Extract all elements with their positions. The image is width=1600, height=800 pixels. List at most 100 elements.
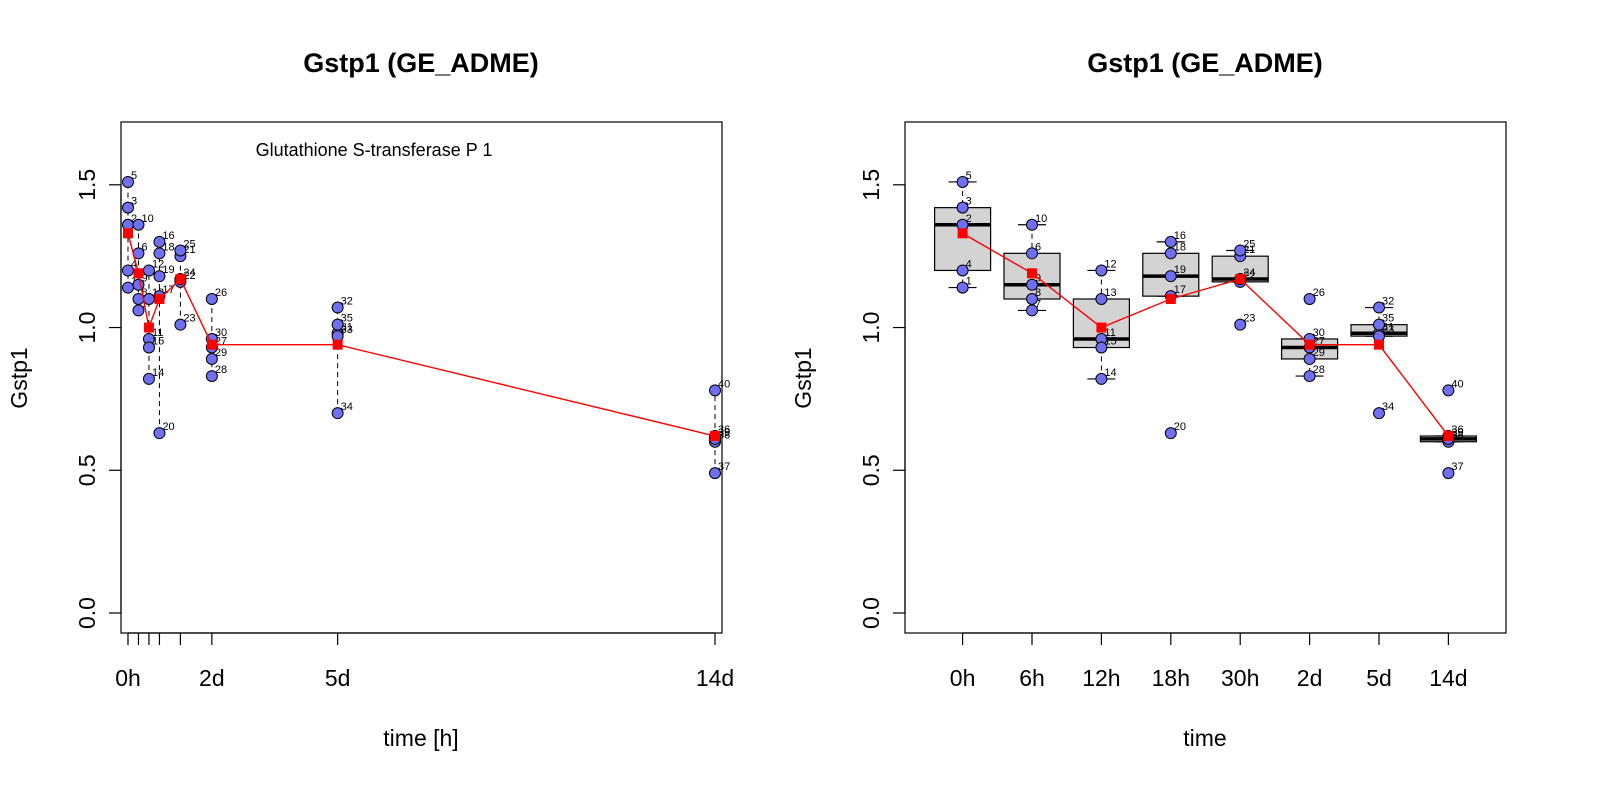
right-data-point: [1095, 341, 1108, 354]
right-y-tick-label: 1.0: [858, 312, 884, 344]
left-point-label: 36: [718, 424, 730, 436]
right-point-label: 36: [1451, 424, 1463, 436]
left-y-tick-label: 0.0: [74, 597, 100, 629]
left-data-point: [331, 301, 344, 314]
right-point-label: 39: [1451, 427, 1463, 439]
left-data-point: [331, 318, 344, 331]
right-y-tick-label: 0.0: [858, 597, 884, 629]
left-mean-marker: [143, 322, 154, 333]
left-data-point: [121, 175, 134, 188]
left-point-label: 12: [152, 258, 164, 270]
right-chart-title: Gstp1 (GE_ADME): [1087, 48, 1323, 78]
right-point-label: 32: [1382, 296, 1394, 308]
left-point-label: 3: [131, 196, 137, 208]
left-point-label: 21: [183, 244, 195, 256]
right-x-tick-label: 12h: [1082, 665, 1120, 691]
right-x-tick-label: 18h: [1152, 665, 1190, 691]
right-mean-marker: [1443, 431, 1454, 442]
left-point-label: 15: [152, 336, 164, 348]
left-x-tick-label: 0h: [115, 665, 141, 691]
right-point-label: 38: [1451, 430, 1463, 442]
right-point-label: 12: [1104, 258, 1116, 270]
left-point-label: 40: [718, 378, 730, 390]
right-mean-marker: [1235, 274, 1246, 285]
left-data-point: [709, 384, 722, 397]
right-data-point: [1026, 247, 1039, 260]
left-mean-marker: [175, 274, 186, 285]
right-x-tick-label: 14d: [1429, 665, 1467, 691]
right-data-point: [1164, 270, 1177, 283]
right-box: [934, 207, 992, 272]
right-point-label: 1: [966, 276, 972, 288]
left-data-point: [205, 370, 218, 383]
right-point-label: 14: [1104, 367, 1116, 379]
right-mean-marker: [1027, 268, 1038, 279]
left-points: 1234567891011121314151617181920212223242…: [121, 170, 730, 480]
left-point-label: 35: [341, 313, 353, 325]
right-data-point: [1303, 370, 1316, 383]
right-data-point: [1442, 467, 1455, 480]
left-point-label: 20: [162, 421, 174, 433]
right-x-tick-label: 30h: [1221, 665, 1259, 691]
right-data-point: [1095, 372, 1108, 385]
left-x-tick-label: 14d: [696, 665, 734, 691]
right-point-label: 26: [1313, 287, 1325, 299]
right-point-label: 8: [1035, 287, 1041, 299]
left-point-label: 11: [152, 327, 163, 339]
right-mean-marker: [1165, 293, 1176, 304]
right-point-label: 37: [1451, 461, 1463, 473]
right-point-label: 23: [1243, 313, 1255, 325]
right-point-label: 10: [1035, 213, 1047, 225]
right-mean-marker: [957, 228, 968, 239]
left-point-label: 22: [183, 270, 195, 282]
right-data-point: [1164, 427, 1177, 440]
left-point-label: 37: [718, 461, 730, 473]
right-data-point: [956, 264, 969, 277]
right-point-label: 7: [1035, 298, 1041, 310]
right-data-point: [1372, 407, 1385, 420]
left-point-label: 6: [141, 241, 147, 253]
right-data-point: [1164, 247, 1177, 260]
right-point-label: 2: [966, 213, 972, 225]
left-point-label: 2: [131, 213, 137, 225]
left-mean-marker: [122, 228, 133, 239]
left-point-label: 23: [183, 313, 195, 325]
right-x-tick-label: 2d: [1297, 665, 1323, 691]
right-points: 1234567891011121314151617181920212223242…: [956, 170, 1464, 480]
right-point-label: 3: [966, 196, 972, 208]
right-y-tick-label: 0.5: [858, 454, 884, 486]
right-x-tick-label: 6h: [1019, 665, 1045, 691]
left-data-point: [174, 244, 187, 257]
left-x-axis-label: time [h]: [383, 725, 458, 751]
right-data-point: [956, 201, 969, 214]
right-point-label: 19: [1174, 264, 1186, 276]
right-point-label: 17: [1174, 284, 1186, 296]
left-chart-title: Gstp1 (GE_ADME): [303, 48, 539, 78]
left-y-tick-label: 0.5: [74, 454, 100, 486]
right-point-label: 25: [1243, 238, 1255, 250]
left-mean-marker: [710, 431, 721, 442]
right-point-label: 11: [1104, 327, 1115, 339]
left-data-point: [132, 218, 145, 231]
right-data-point: [1234, 318, 1247, 331]
right-point-label: 16: [1174, 230, 1186, 242]
right-data-point: [1026, 292, 1039, 305]
right-point-label: 15: [1104, 336, 1116, 348]
right-mean-marker: [1096, 322, 1107, 333]
right-data-point: [956, 281, 969, 294]
left-point-label: 24: [183, 267, 195, 279]
left-data-point: [205, 292, 218, 305]
left-mean-line: [122, 228, 721, 442]
right-point-label: 33: [1382, 324, 1394, 336]
left-point-label: 29: [215, 347, 227, 359]
left-data-point: [153, 247, 166, 260]
left-point-label: 18: [162, 241, 174, 253]
right-point-label: 20: [1174, 421, 1186, 433]
panel-left-scatter: Gstp1 (GE_ADME) Glutathione S-transferas…: [6, 48, 734, 751]
left-data-point: [121, 201, 134, 214]
right-data-point: [1234, 244, 1247, 257]
right-data-point: [1303, 292, 1316, 305]
right-x-tick-label: 0h: [950, 665, 976, 691]
right-boxes: [934, 181, 1477, 443]
left-data-point: [174, 318, 187, 331]
